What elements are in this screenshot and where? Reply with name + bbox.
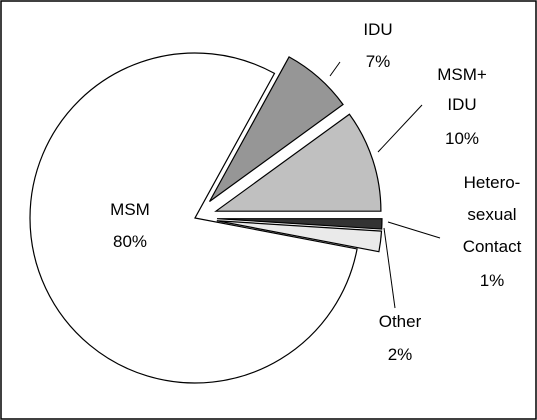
value-label: 10% bbox=[445, 129, 479, 148]
leader-line bbox=[329, 61, 341, 77]
pie-slice bbox=[214, 113, 382, 212]
value-label: 80% bbox=[113, 232, 147, 251]
value-label: 7% bbox=[366, 52, 391, 71]
slice-label: Other bbox=[379, 312, 422, 331]
pie-slice bbox=[209, 56, 344, 202]
slice-label: MSM bbox=[110, 200, 150, 219]
pie-slice bbox=[29, 52, 358, 384]
value-label: 1% bbox=[480, 271, 505, 290]
pie-slice bbox=[216, 218, 383, 230]
leader-line bbox=[387, 221, 441, 239]
pie-slice bbox=[216, 220, 383, 253]
leader-line bbox=[377, 104, 423, 153]
value-label: 2% bbox=[388, 345, 413, 364]
slice-label: MSM+ IDU bbox=[437, 65, 487, 114]
leader-line bbox=[383, 227, 396, 309]
slice-label: IDU bbox=[363, 20, 392, 39]
pie bbox=[29, 52, 383, 384]
slice-label: Hetero-sexual Contact bbox=[463, 173, 522, 256]
